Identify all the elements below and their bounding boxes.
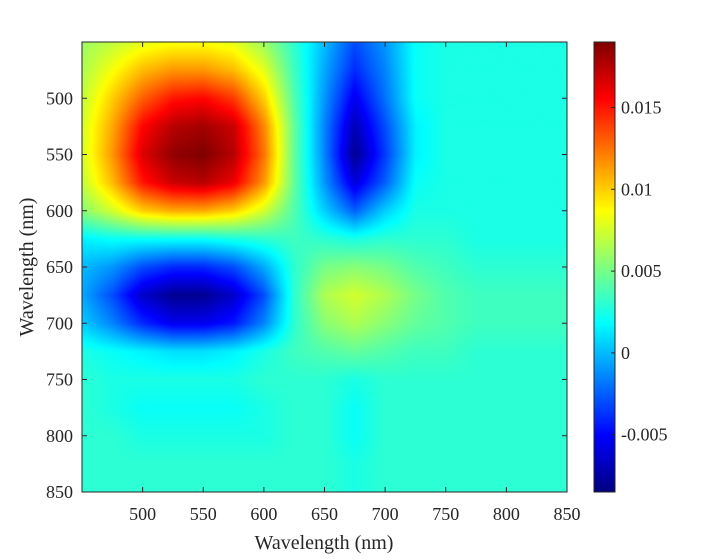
y-tick-label: 800 (46, 426, 73, 446)
x-axis-ticks: 500 550 600 650 700 750 800 850 (129, 42, 581, 524)
x-tick-label: 650 (311, 504, 338, 524)
y-axis-label: Wavelength (nm) (16, 198, 38, 337)
y-tick-label: 650 (46, 257, 73, 277)
y-tick-label: 850 (46, 482, 73, 502)
x-axis-label: Wavelength (nm) (255, 532, 394, 554)
x-tick-label: 550 (190, 504, 217, 524)
y-axis-ticks: 500 550 600 650 700 750 800 850 (46, 88, 567, 502)
colorbar-tick-label: -0.005 (621, 425, 668, 445)
x-tick-label: 700 (372, 504, 399, 524)
y-tick-label: 500 (46, 88, 73, 108)
colorbar-frame (593, 41, 616, 493)
colorbar-tick-label: 0 (621, 343, 630, 363)
colorbar-tick-label: 0.005 (621, 261, 662, 281)
colorbar-tick-label: 0.01 (621, 179, 653, 199)
heatmap-image (82, 42, 567, 492)
x-tick-label: 800 (493, 504, 520, 524)
x-tick-label: 500 (129, 504, 156, 524)
y-tick-label: 700 (46, 313, 73, 333)
colorbar-tick-label: 0.015 (621, 97, 662, 117)
y-tick-label: 750 (46, 370, 73, 390)
x-tick-label: 850 (554, 504, 581, 524)
y-tick-label: 550 (46, 145, 73, 165)
x-tick-label: 750 (432, 504, 459, 524)
colorbar-gradient (594, 42, 615, 492)
y-tick-label: 600 (46, 201, 73, 221)
x-tick-label: 600 (250, 504, 277, 524)
colorbar-ticks: 0.015 0.01 0.005 0 -0.005 (611, 97, 668, 445)
